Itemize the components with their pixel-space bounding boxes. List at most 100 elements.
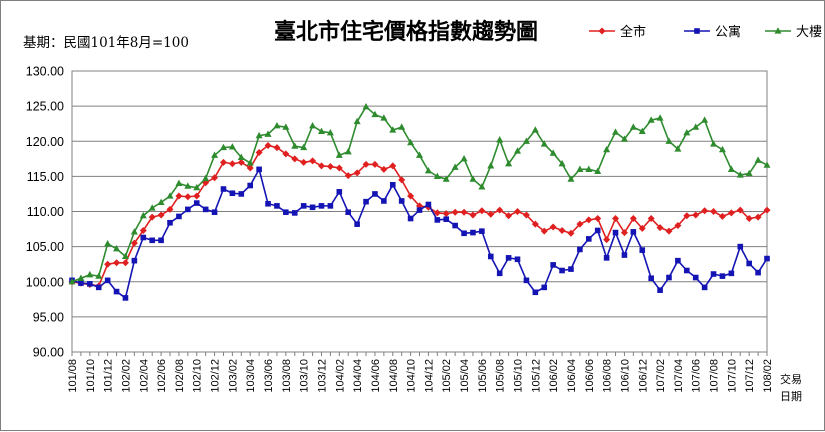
data-point <box>745 215 753 223</box>
data-point <box>460 208 468 216</box>
x-tick-label: 102/10 <box>192 359 204 393</box>
data-point <box>585 236 592 242</box>
data-point <box>442 210 450 218</box>
data-point <box>380 165 388 173</box>
data-point <box>229 190 236 197</box>
data-point <box>550 262 556 268</box>
x-tick-label: 101/10 <box>85 359 97 393</box>
data-point <box>407 215 414 222</box>
x-tick-label: 105/08 <box>495 359 507 393</box>
data-point <box>354 221 360 227</box>
data-point <box>675 257 681 264</box>
x-tick-label: 106/02 <box>548 359 560 393</box>
data-point <box>220 186 227 192</box>
x-tick-label: 106/06 <box>584 359 596 393</box>
data-point <box>674 145 682 152</box>
data-point <box>300 203 307 209</box>
x-tick-label: 101/08 <box>67 359 79 393</box>
x-tick-label: 102/06 <box>156 359 168 393</box>
data-point <box>202 174 210 182</box>
data-point <box>514 256 521 263</box>
data-point <box>363 198 369 205</box>
data-point <box>389 162 397 170</box>
data-point <box>514 147 522 154</box>
data-point <box>487 162 495 169</box>
x-tick-label: 106/08 <box>602 359 614 393</box>
legend-label: 全市 <box>620 24 646 40</box>
data-point <box>451 163 459 170</box>
data-point <box>585 165 593 172</box>
data-point <box>442 175 450 182</box>
data-point <box>425 201 432 208</box>
data-point <box>460 155 468 162</box>
data-point <box>683 212 691 220</box>
y-tick-label: 100.00 <box>26 275 64 289</box>
data-point <box>710 271 717 277</box>
data-point <box>166 192 174 199</box>
x-axis: 101/08 101/10 101/12 102/02 102/04 102/06 102/… <box>67 352 774 393</box>
data-point <box>764 255 770 262</box>
y-axis: 130.00 125.00 120.00 115.00 110.00 105.00 100.… <box>26 65 64 360</box>
data-point <box>469 175 477 182</box>
data-point <box>549 223 557 231</box>
data-point <box>130 239 138 247</box>
data-point <box>237 158 245 166</box>
data-point <box>185 206 191 213</box>
data-point <box>219 143 227 151</box>
data-point <box>549 149 557 156</box>
y-tick-label: 90.00 <box>33 346 64 360</box>
data-point <box>291 155 299 163</box>
data-point <box>567 229 575 237</box>
data-point <box>541 284 548 291</box>
data-point <box>470 229 476 236</box>
data-point <box>754 213 762 221</box>
x-tick-label: 106/12 <box>637 359 649 393</box>
data-point <box>621 252 628 258</box>
x-tick-label: 105/04 <box>459 359 471 393</box>
x-axis-title-line-1: 交易 <box>780 372 802 386</box>
data-point <box>719 273 726 279</box>
data-point <box>247 182 254 189</box>
series-line <box>71 106 768 283</box>
series-group <box>68 103 771 301</box>
x-tick-label: 108/02 <box>762 359 774 393</box>
data-point <box>665 137 673 144</box>
data-point <box>335 164 343 172</box>
data-point <box>309 157 317 165</box>
data-point <box>558 226 566 234</box>
y-tick-label: 105.00 <box>26 240 64 254</box>
data-point <box>309 121 317 129</box>
x-tick-label: 105/06 <box>477 359 489 393</box>
data-point <box>639 247 646 253</box>
data-point <box>175 192 183 200</box>
data-point <box>362 160 370 168</box>
x-tick-label: 103/08 <box>281 359 293 393</box>
data-point <box>237 153 245 161</box>
data-point <box>381 198 387 204</box>
legend-swatch-marker <box>694 28 700 34</box>
data-point <box>291 142 299 149</box>
x-tick-label: 107/12 <box>744 359 756 393</box>
data-point <box>389 182 396 188</box>
data-point <box>291 210 298 216</box>
data-point <box>318 203 325 209</box>
data-point <box>264 130 272 137</box>
x-tick-label: 102/04 <box>138 359 150 393</box>
series-line <box>71 168 768 299</box>
data-point <box>612 229 619 236</box>
data-point <box>701 284 708 291</box>
data-point <box>522 137 530 144</box>
x-tick-label: 106/10 <box>619 359 631 393</box>
data-point <box>166 205 174 213</box>
x-tick-label: 102/02 <box>120 359 132 393</box>
data-point <box>130 228 138 235</box>
data-point <box>300 143 308 151</box>
legend: 全市 公寓 大樓 <box>589 24 822 40</box>
data-point <box>273 121 281 129</box>
data-point <box>344 147 352 155</box>
x-tick-label: 103/06 <box>263 359 275 393</box>
x-tick-label: 107/06 <box>691 359 703 393</box>
x-tick-label: 107/04 <box>673 359 685 393</box>
data-point <box>104 240 112 247</box>
data-point <box>763 206 771 214</box>
